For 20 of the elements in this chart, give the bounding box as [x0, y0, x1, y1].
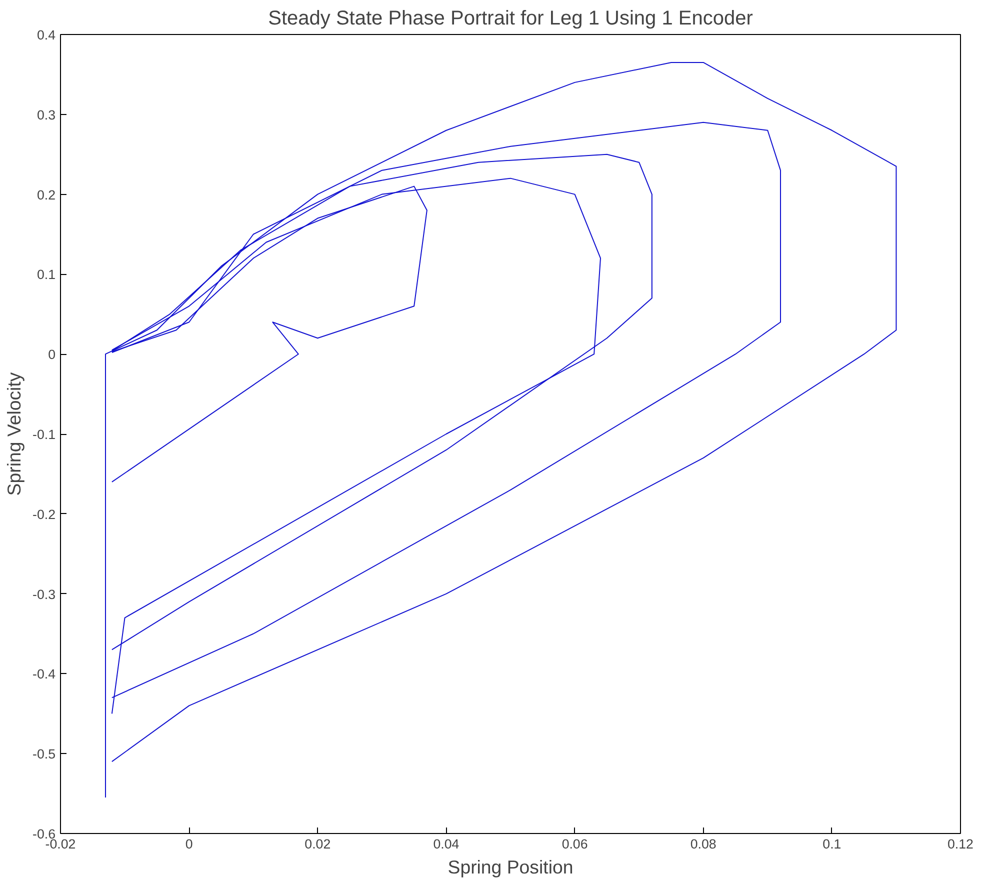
y-tick-label: -0.5 — [32, 746, 56, 762]
y-tick-label: -0.2 — [32, 506, 56, 522]
y-tick-label: -0.3 — [32, 586, 56, 602]
y-tick-label: 0.3 — [36, 107, 56, 122]
y-tick-label: -0.4 — [32, 666, 56, 682]
x-tick-label: 0.08 — [690, 836, 716, 852]
x-tick-label: 0.06 — [562, 836, 588, 852]
y-tick-label: 0.1 — [36, 267, 56, 282]
y-tick-label: -0.1 — [32, 427, 56, 442]
x-tick-label: 0 — [185, 836, 193, 852]
x-tick-label: 0.1 — [822, 836, 842, 852]
x-tick-label: 0.02 — [304, 836, 331, 852]
y-tick-label: 0 — [48, 347, 56, 362]
y-axis-title: Spring Velocity — [4, 372, 25, 496]
y-tick-label: 0.4 — [36, 28, 56, 42]
x-tick-label: 0.04 — [433, 836, 460, 852]
x-tick-label: 0.12 — [948, 836, 974, 852]
x-axis-title: Spring Position — [448, 856, 574, 878]
chart-title: Steady State Phase Portrait for Leg 1 Using 1 Encoder — [268, 8, 754, 30]
y-tick-label: 0.2 — [36, 187, 56, 202]
